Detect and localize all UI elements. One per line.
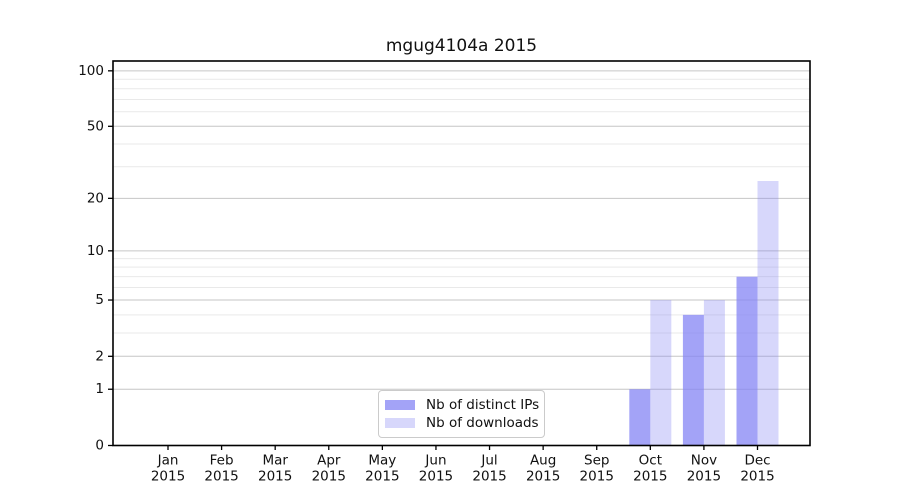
y-tick-label: 1 <box>95 381 104 397</box>
x-tick-label-month: Apr <box>317 453 341 469</box>
x-tick-label-month: May <box>368 453 396 469</box>
legend-label-downloads: Nb of downloads <box>426 415 539 431</box>
x-tick-label-year: 2015 <box>526 469 560 485</box>
x-tick-label-month: Jan <box>157 453 179 469</box>
x-tick-label-month: Oct <box>639 453 662 469</box>
legend-row: Nb of distinct IPs <box>385 398 544 412</box>
x-tick-label-month: Dec <box>744 453 770 469</box>
x-tick-label-year: 2015 <box>580 469 614 485</box>
x-tick-label-month: Nov <box>691 453 717 469</box>
legend-label-distinct-ips: Nb of distinct IPs <box>426 397 540 413</box>
y-tick-label: 20 <box>87 190 104 206</box>
x-tick-label-month: Mar <box>262 453 288 469</box>
bar-distinct-ips-oct <box>629 389 651 446</box>
bar-downloads-oct <box>650 300 672 446</box>
x-tick-label-month: Sep <box>584 453 609 469</box>
x-tick-label-month: Feb <box>210 453 234 469</box>
y-tick-label: 100 <box>78 63 104 79</box>
y-tick-label: 0 <box>95 438 104 454</box>
x-tick-label-year: 2015 <box>687 469 721 485</box>
x-tick-label-month: Jul <box>480 453 497 469</box>
x-tick-label-month: Aug <box>530 453 556 469</box>
x-tick-label-year: 2015 <box>204 469 238 485</box>
legend: Nb of distinct IPs Nb of downloads <box>378 390 545 438</box>
legend-swatch-downloads <box>385 417 415 429</box>
x-tick-label-month: Jun <box>424 453 446 469</box>
y-tick-label: 5 <box>95 292 104 308</box>
bar-downloads-nov <box>703 300 725 446</box>
x-tick-label-year: 2015 <box>365 469 399 485</box>
y-tick-label: 50 <box>87 118 104 134</box>
x-tick-label-year: 2015 <box>151 469 185 485</box>
legend-row: Nb of downloads <box>385 416 544 430</box>
x-tick-label-year: 2015 <box>740 469 774 485</box>
axes-box <box>112 60 811 447</box>
x-tick-label-year: 2015 <box>258 469 292 485</box>
y-tick-label: 2 <box>95 348 104 364</box>
x-tick-label-year: 2015 <box>472 469 506 485</box>
x-tick-label-year: 2015 <box>633 469 667 485</box>
x-tick-label-year: 2015 <box>419 469 453 485</box>
bar-distinct-ips-dec <box>736 276 758 446</box>
chart-title: mgug4104a 2015 <box>385 36 538 56</box>
y-tick-label: 10 <box>87 243 104 259</box>
x-tick-label-year: 2015 <box>312 469 346 485</box>
legend-swatch-distinct-ips <box>385 399 415 411</box>
bar-downloads-dec <box>757 180 779 446</box>
bar-distinct-ips-nov <box>682 314 704 446</box>
